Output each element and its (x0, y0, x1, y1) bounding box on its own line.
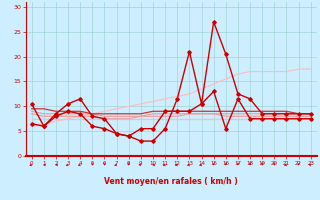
X-axis label: Vent moyen/en rafales ( km/h ): Vent moyen/en rafales ( km/h ) (104, 177, 238, 186)
